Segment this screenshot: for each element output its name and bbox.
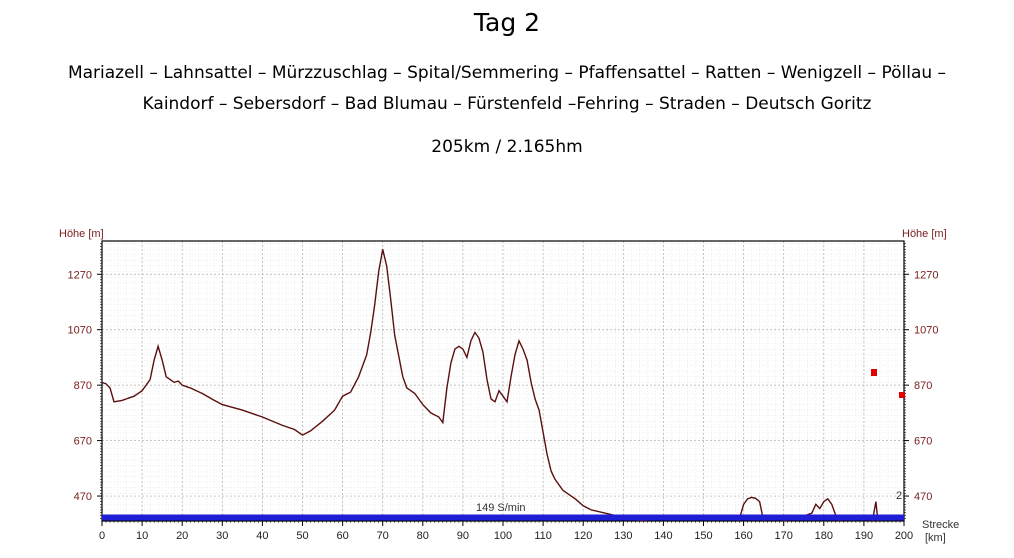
x-tick-label: 90 xyxy=(457,530,469,542)
x-axis-label: Strecke xyxy=(922,519,959,531)
x-tick-label: 190 xyxy=(855,530,873,542)
marker-red-2 xyxy=(899,392,905,398)
x-tick-label: 180 xyxy=(815,530,833,542)
chart-grid-major xyxy=(101,241,905,521)
cadence-bar xyxy=(102,514,904,521)
right-axis-extra-label: 2 xyxy=(896,490,902,502)
y-tick-label-right: 1070 xyxy=(914,325,938,337)
x-tick-label: 20 xyxy=(176,530,188,542)
x-tick-label: 30 xyxy=(216,530,228,542)
x-axis-unit: [km] xyxy=(925,532,946,544)
y-tick-label-left: 670 xyxy=(74,436,92,448)
x-tick-label: 80 xyxy=(417,530,429,542)
y-ticks: 470 470 670 670 870 870 1070 1070 1270 1270 xyxy=(68,243,938,519)
x-tick-label: 0 xyxy=(99,530,105,542)
y-tick-label-right: 470 xyxy=(914,491,932,503)
x-tick-label: 100 xyxy=(494,530,512,542)
y-axis-label-left: Höhe [m] xyxy=(59,228,104,240)
y-tick-label-right: 1270 xyxy=(914,269,938,281)
route-stats: 205km / 2.165hm xyxy=(431,137,583,157)
cadence-annotation: 149 S/min xyxy=(476,502,526,514)
x-ticks: 0 10 20 30 40 50 60 70 80 90 100 110 120 130 140 150 160… xyxy=(99,521,913,542)
page-title: Tag 2 xyxy=(473,8,541,37)
y-tick-label-left: 1070 xyxy=(68,325,92,337)
series-elevation-line xyxy=(102,249,879,521)
x-tick-label: 160 xyxy=(734,530,752,542)
y-tick-label-right: 870 xyxy=(914,380,932,392)
y-tick-label-left: 1270 xyxy=(68,269,92,281)
x-tick-label: 140 xyxy=(654,530,672,542)
route-line-2: Kaindorf – Sebersdorf – Bad Blumau – Für… xyxy=(142,94,872,114)
x-tick-label: 110 xyxy=(534,530,552,542)
x-tick-label: 150 xyxy=(694,530,712,542)
y-axis-label-right: Höhe [m] xyxy=(902,228,947,240)
x-tick-label: 120 xyxy=(574,530,592,542)
x-tick-label: 60 xyxy=(336,530,348,542)
y-tick-label-left: 870 xyxy=(74,380,92,392)
marker-red-1 xyxy=(871,369,877,376)
route-line-1: Mariazell – Lahnsattel – Mürzzuschlag – … xyxy=(67,63,947,83)
y-tick-label-left: 470 xyxy=(74,491,92,503)
x-tick-label: 10 xyxy=(136,530,148,542)
x-tick-label: 130 xyxy=(614,530,632,542)
x-tick-label: 70 xyxy=(377,530,389,542)
x-tick-label: 200 xyxy=(895,530,913,542)
x-tick-label: 170 xyxy=(775,530,793,542)
x-tick-label: 50 xyxy=(296,530,308,542)
y-tick-label-right: 670 xyxy=(914,436,932,448)
x-tick-label: 40 xyxy=(256,530,268,542)
